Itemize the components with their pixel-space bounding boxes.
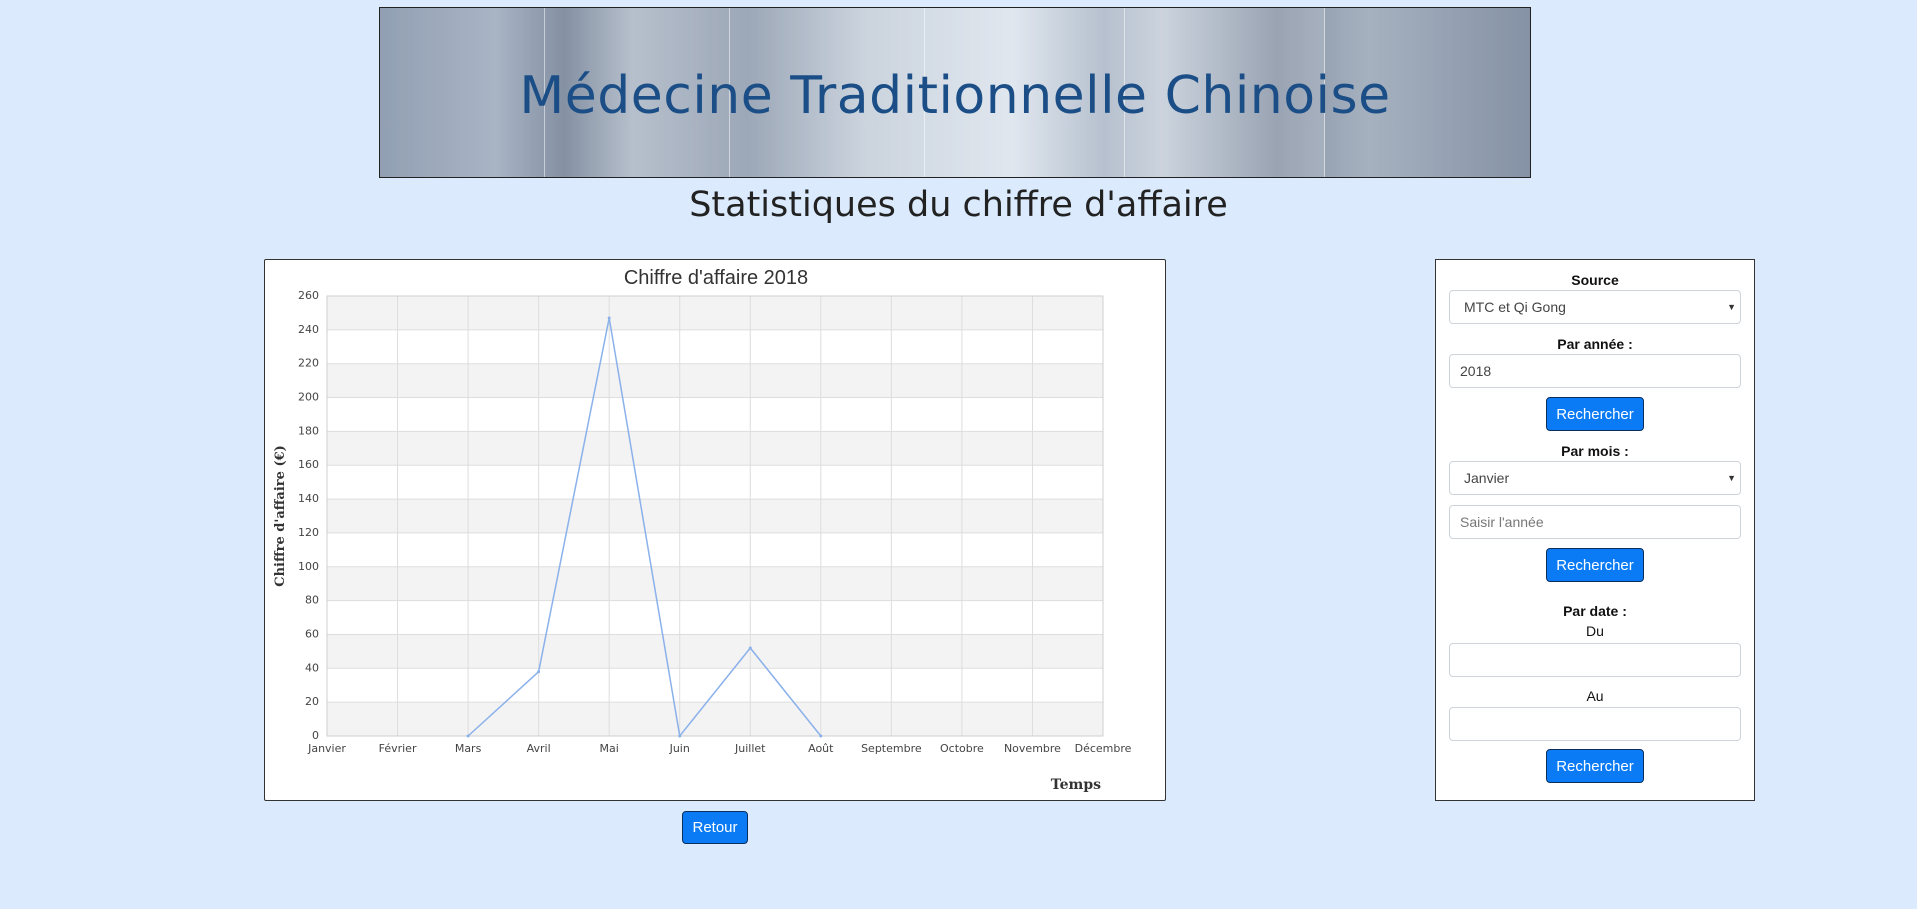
grid-band bbox=[327, 566, 1103, 601]
du-date-input[interactable] bbox=[1449, 643, 1741, 677]
mois-select-value: Janvier bbox=[1464, 470, 1510, 486]
y-tick-label: 120 bbox=[298, 526, 319, 539]
data-point bbox=[607, 316, 611, 320]
grid-band bbox=[327, 634, 1103, 669]
au-date-input[interactable] bbox=[1449, 707, 1741, 741]
chevron-down-icon: ▼ bbox=[1727, 302, 1736, 312]
x-tick-label: Février bbox=[379, 742, 417, 755]
mois-label: Par mois : bbox=[1561, 443, 1629, 459]
y-tick-label: 200 bbox=[298, 391, 319, 404]
rechercher-annee-button[interactable]: Rechercher bbox=[1546, 397, 1644, 431]
y-tick-label: 80 bbox=[305, 594, 319, 607]
y-tick-label: 220 bbox=[298, 357, 319, 370]
data-point bbox=[537, 670, 541, 674]
mois-select[interactable]: Janvier ▼ bbox=[1449, 461, 1741, 495]
x-tick-label: Décembre bbox=[1075, 742, 1132, 755]
rechercher-mois-button[interactable]: Rechercher bbox=[1546, 548, 1644, 582]
annee-input-value: 2018 bbox=[1460, 363, 1492, 379]
grid-band bbox=[327, 296, 1103, 330]
banner-title: Médecine Traditionnelle Chinoise bbox=[519, 66, 1391, 126]
banner-photo bbox=[730, 8, 925, 177]
y-tick-label: 0 bbox=[312, 729, 319, 742]
header-banner: Médecine Traditionnelle Chinoise bbox=[379, 7, 1531, 178]
banner-photo bbox=[380, 8, 545, 177]
y-tick-label: 260 bbox=[298, 289, 319, 302]
x-tick-label: Janvier bbox=[307, 742, 346, 755]
y-tick-label: 180 bbox=[298, 424, 319, 437]
plot-frame bbox=[326, 295, 1104, 737]
revenue-chart: 0 20 40 60 80 100 120 140 160 180 200 220 240 260 Janv… bbox=[264, 259, 1166, 801]
data-point bbox=[819, 734, 823, 738]
annee-label: Par année : bbox=[1557, 336, 1633, 352]
data-point bbox=[678, 734, 682, 738]
date-label: Par date : bbox=[1563, 603, 1627, 619]
source-select[interactable]: MTC et Qi Gong ▼ bbox=[1449, 290, 1741, 324]
y-tick-label: 160 bbox=[298, 458, 319, 471]
x-tick-label: Mars bbox=[455, 742, 482, 755]
data-point bbox=[748, 646, 752, 650]
search-form: Source MTC et Qi Gong ▼ Par année : 2018… bbox=[1435, 259, 1755, 801]
rechercher-date-button[interactable]: Rechercher bbox=[1546, 749, 1644, 783]
mois-annee-placeholder: Saisir l'année bbox=[1460, 514, 1544, 530]
retour-button[interactable]: Retour bbox=[682, 811, 748, 844]
chart-title: Chiffre d'affaire 2018 bbox=[624, 267, 808, 289]
banner-photo bbox=[925, 8, 1125, 177]
data-point bbox=[466, 734, 470, 738]
x-tick-label: Mai bbox=[600, 742, 619, 755]
x-tick-label: Juin bbox=[669, 742, 690, 755]
x-tick-label: Novembre bbox=[1004, 742, 1061, 755]
page-title: Statistiques du chiffre d'affaire bbox=[689, 185, 1228, 225]
y-tick-label: 40 bbox=[305, 661, 319, 674]
y-tick-label: 60 bbox=[305, 627, 319, 640]
y-tick-label: 240 bbox=[298, 323, 319, 336]
annee-input[interactable]: 2018 bbox=[1449, 354, 1741, 388]
x-tick-label: Juillet bbox=[734, 742, 766, 755]
mois-annee-input[interactable]: Saisir l'année bbox=[1449, 505, 1741, 539]
grid-band bbox=[327, 702, 1103, 736]
x-tick-label: Septembre bbox=[861, 742, 922, 755]
chart-canvas: 0 20 40 60 80 100 120 140 160 180 200 220 240 260 Janv… bbox=[273, 267, 1132, 793]
grid-band bbox=[327, 363, 1103, 398]
x-tick-label: Avril bbox=[527, 742, 551, 755]
x-tick-label: Août bbox=[808, 742, 834, 755]
banner-photo bbox=[545, 8, 730, 177]
x-tick-label: Octobre bbox=[940, 742, 984, 755]
x-axis-label: Temps bbox=[1051, 777, 1101, 793]
source-select-value: MTC et Qi Gong bbox=[1464, 299, 1566, 315]
y-tick-label: 20 bbox=[305, 695, 319, 708]
y-axis-label: Chiffre d'affaire (€) bbox=[273, 445, 288, 587]
source-label: Source bbox=[1571, 272, 1619, 288]
grid-band bbox=[327, 431, 1103, 466]
au-label: Au bbox=[1586, 688, 1604, 704]
y-tick-label: 140 bbox=[298, 492, 319, 505]
series-line bbox=[467, 317, 822, 738]
grid-band bbox=[327, 499, 1103, 533]
chevron-down-icon: ▼ bbox=[1727, 473, 1736, 483]
banner-photo bbox=[1125, 8, 1325, 177]
y-tick-label: 100 bbox=[298, 560, 319, 573]
du-label: Du bbox=[1586, 623, 1604, 639]
